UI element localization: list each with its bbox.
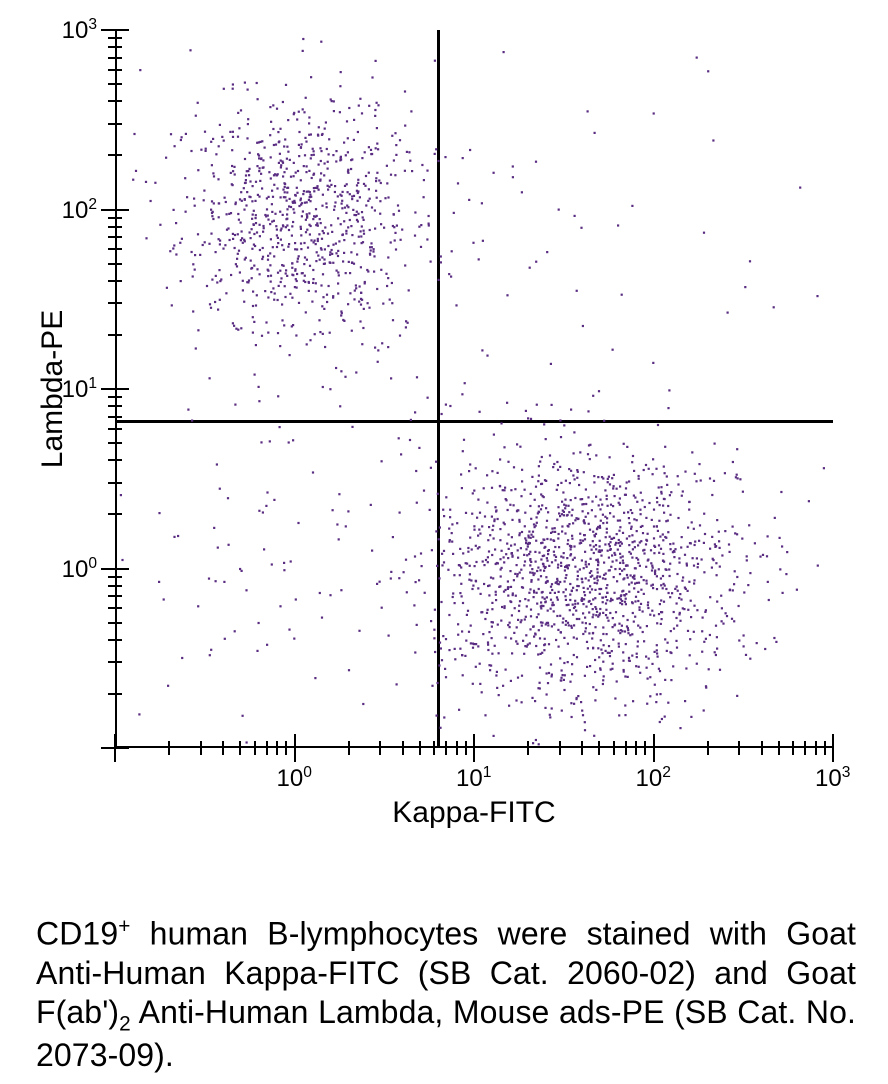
scatter-plot [115, 30, 833, 748]
y-tick-label: 101 [62, 375, 97, 404]
x-tick-label: 101 [456, 764, 491, 793]
figure-caption: CD19+ human B-lymphocytes were stained w… [36, 914, 856, 1076]
figure-root: Kappa-FITC Lambda-PE CD19+ human B-lymph… [0, 0, 888, 1084]
scatter-points [115, 30, 833, 748]
x-tick-label: 103 [815, 764, 850, 793]
x-tick-label: 102 [636, 764, 671, 793]
y-tick-label: 103 [62, 16, 97, 45]
x-axis-title: Kappa-FITC [384, 796, 564, 830]
y-tick-label: 102 [62, 196, 97, 225]
y-tick-label: 100 [62, 555, 97, 584]
x-tick-label: 100 [277, 764, 312, 793]
